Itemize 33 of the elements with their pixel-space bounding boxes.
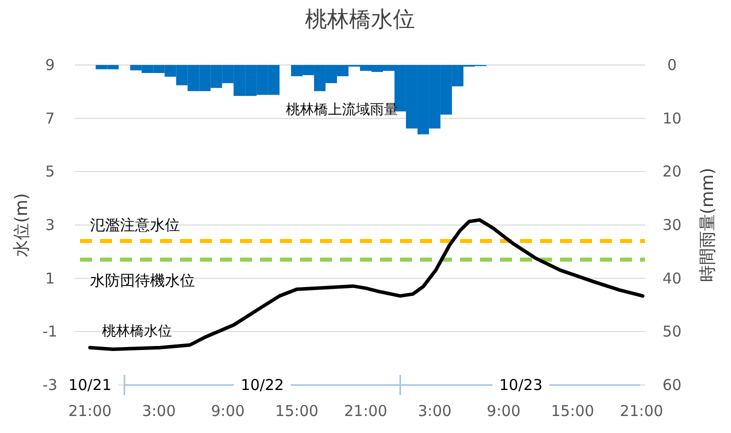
chart-title: 桃林橋水位 — [305, 8, 415, 32]
y2-tick-label: 10 — [662, 109, 682, 128]
y2-tick-label: 40 — [662, 269, 682, 288]
x-tick-label: 9:00 — [486, 402, 520, 420]
series-label: 桃林橋水位 — [102, 324, 172, 340]
y-tick-label: -1 — [42, 322, 58, 341]
x-tick-label: 21:00 — [620, 402, 664, 420]
annotation: 10/22 — [240, 376, 284, 394]
y2-tick-label: 50 — [662, 322, 682, 341]
y-tick-label: 3 — [45, 216, 55, 234]
y2-tick-label: 20 — [662, 162, 682, 181]
x-tick-label: 3:00 — [418, 402, 452, 420]
x-tick-label: 15:00 — [275, 402, 318, 420]
x-tick-label: 21:00 — [68, 402, 112, 420]
series-label: 桃林橋上流域雨量 — [286, 102, 398, 118]
ref-line-label: 氾濫注意水位 — [90, 216, 180, 234]
x-tick-label: 15:00 — [550, 402, 594, 420]
y-tick-label: 7 — [45, 109, 55, 128]
y-tick-label: -3 — [42, 376, 58, 394]
y2-tick-label: 30 — [662, 216, 682, 234]
annotation: 10/23 — [499, 376, 543, 394]
y-tick-label: 5 — [45, 162, 55, 181]
x-tick-label: 3:00 — [142, 402, 176, 420]
y2-tick-label: 0 — [667, 56, 677, 74]
ref-line-label: 水防団待機水位 — [90, 272, 195, 290]
y-tick-label: 9 — [45, 56, 55, 74]
y2-tick-label: 60 — [662, 376, 682, 394]
y-axis-title: 水位(m) — [12, 193, 32, 257]
y-tick-label: 1 — [45, 269, 55, 288]
x-tick-label: 9:00 — [211, 402, 245, 420]
x-tick-label: 21:00 — [344, 402, 388, 420]
y2-axis-title: 時間雨量(mm) — [698, 168, 718, 282]
annotation: 10/21 — [68, 376, 112, 394]
